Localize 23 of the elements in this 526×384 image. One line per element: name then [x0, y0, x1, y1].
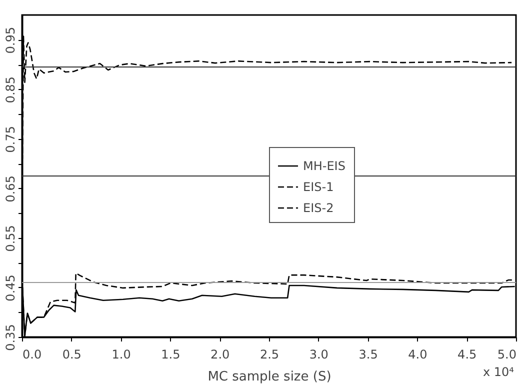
x-tick-label: 4.5 — [458, 348, 477, 362]
y-tick-label: 0.85 — [4, 76, 18, 104]
x-tick-label: 3.5 — [358, 348, 378, 362]
y-tick-label: 0.45 — [4, 274, 18, 302]
y-tick-label: 0.75 — [4, 126, 18, 153]
x-tick-label: 5.0 — [497, 348, 516, 362]
y-tick-label: 0.55 — [4, 225, 18, 252]
legend-label: EIS-1 — [303, 180, 334, 194]
legend-label: EIS-2 — [303, 201, 334, 216]
text: x 10⁴ — [483, 365, 514, 379]
x-tick-label: 3.0 — [309, 348, 328, 362]
legend-label: MH-EIS — [303, 159, 346, 174]
y-tick-label: 0.35 — [4, 324, 18, 351]
x-tick-label: 0.5 — [62, 348, 82, 362]
y-tick-label: 0.95 — [4, 26, 18, 54]
x-tick-label: 1.0 — [112, 348, 131, 362]
y-tick-label: 0.65 — [4, 176, 18, 202]
x-tick-label: 0.0 — [22, 348, 42, 362]
x-tick-label: 4.0 — [408, 348, 428, 362]
x-tick-label: 2.0 — [210, 348, 230, 362]
x-axis-title: MC sample size (S) — [208, 370, 332, 384]
x-tick-label: 1.5 — [161, 348, 180, 362]
x-tick-label: 2.5 — [260, 348, 280, 362]
